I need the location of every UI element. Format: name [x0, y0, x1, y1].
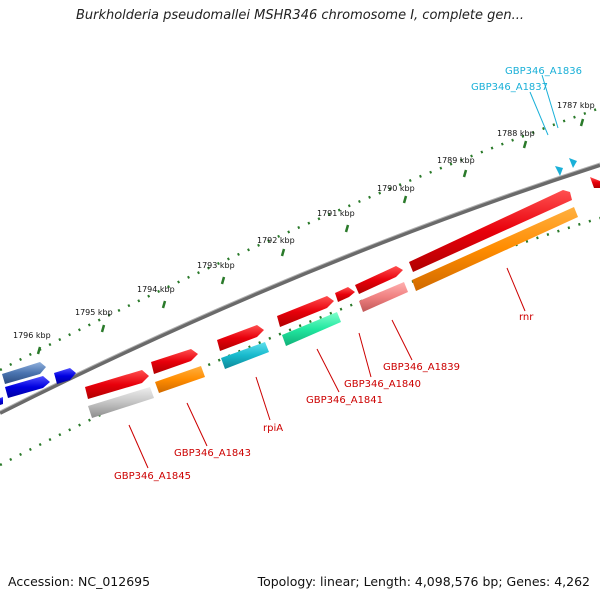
gene-left-blue-1[interactable]	[5, 376, 50, 398]
tick-label-1790: 1790 kbp	[377, 184, 415, 193]
genome-backbone	[0, 163, 600, 415]
label-a1843[interactable]: GBP346_A1843	[174, 448, 251, 459]
label-a1837[interactable]: GBP346_A1837	[471, 82, 548, 93]
gene-a1839[interactable]	[355, 266, 403, 294]
gene-a1845[interactable]	[85, 370, 149, 399]
tick-label-1793: 1793 kbp	[197, 261, 235, 270]
tick-label-1795: 1795 kbp	[75, 308, 113, 317]
cds-a1841[interactable]	[282, 312, 341, 346]
gene-far-right[interactable]	[590, 177, 600, 188]
major-ticks	[36, 118, 585, 355]
tick-label-1792: 1792 kbp	[257, 236, 295, 245]
genome-backbone-highlight	[0, 162, 600, 412]
cds-a1839[interactable]	[359, 282, 408, 312]
label-a1839[interactable]: GBP346_A1839	[383, 362, 460, 373]
cyan-leaders	[529, 74, 559, 136]
label-rnr[interactable]: rnr	[519, 312, 534, 323]
gene-left-blue-2[interactable]	[54, 368, 76, 384]
tick-label-1794: 1794 kbp	[137, 285, 175, 294]
gene-left-edge[interactable]	[0, 397, 3, 405]
tick-label-1787: 1787 kbp	[557, 101, 595, 110]
scale-labels: 1787 kbp 1788 kbp 1789 kbp 1790 kbp 1791…	[13, 101, 595, 340]
gene-a1841[interactable]	[277, 296, 334, 327]
tick-label-1788: 1788 kbp	[497, 129, 535, 138]
gene-left-steelblue[interactable]	[2, 362, 46, 384]
tick-label-1789: 1789 kbp	[437, 156, 475, 165]
accession-info: Accession: NC_012695	[8, 574, 151, 589]
gene-a1843[interactable]	[151, 349, 198, 374]
label-a1836[interactable]: GBP346_A1836	[505, 66, 582, 77]
genome-summary: Topology: linear; Length: 4,098,576 bp; …	[257, 574, 590, 589]
gene-a1837[interactable]	[555, 166, 563, 176]
label-a1845[interactable]: GBP346_A1845	[114, 471, 191, 482]
label-a1840[interactable]: GBP346_A1840	[344, 379, 421, 390]
map-title: Burkholderia pseudomallei MSHR346 chromo…	[75, 8, 525, 23]
tick-label-1796: 1796 kbp	[13, 331, 51, 340]
cds-a1845[interactable]	[88, 387, 154, 418]
label-leaders	[128, 267, 526, 469]
inner-scale-ring	[0, 216, 600, 467]
cds-rnr[interactable]	[412, 207, 578, 291]
tick-label-1791: 1791 kbp	[317, 209, 355, 218]
gene-rpia[interactable]	[217, 325, 264, 351]
cds-a1843[interactable]	[155, 366, 205, 393]
gene-rnr[interactable]	[409, 190, 572, 272]
label-rpia[interactable]: rpiA	[263, 423, 283, 434]
label-a1841[interactable]: GBP346_A1841	[306, 395, 383, 406]
cds-rpia[interactable]	[221, 342, 269, 369]
gene-a1840[interactable]	[335, 287, 355, 302]
gene-a1836[interactable]	[569, 158, 577, 168]
